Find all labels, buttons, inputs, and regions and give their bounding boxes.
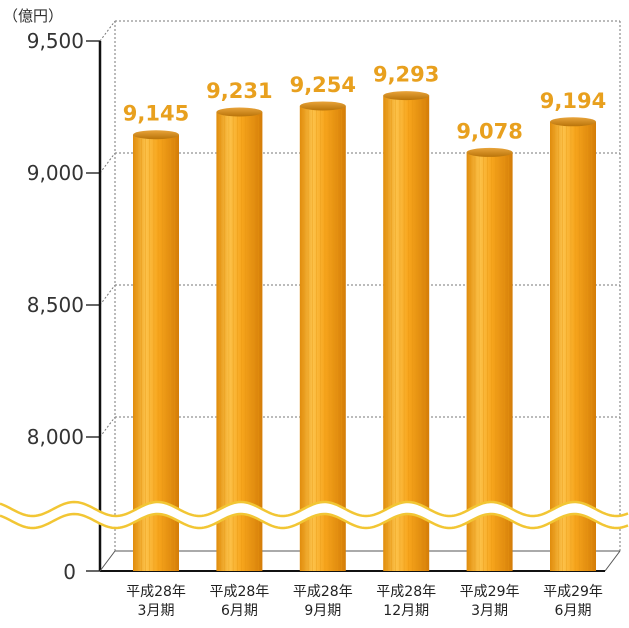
gridline-diagonal: [99, 20, 116, 42]
x-tick-label-period: 12月期: [383, 603, 429, 619]
y-unit-label: （億円）: [3, 7, 63, 25]
x-tick-label-year: 平成28年: [209, 584, 269, 600]
y-tick-label: 9,000: [27, 161, 84, 185]
bar: [550, 117, 596, 571]
axis-break-wave-bottom: [0, 512, 629, 530]
x-tick-label-period: 6月期: [221, 603, 258, 619]
y-tick-label-zero: 0: [63, 560, 76, 584]
bar-body: [133, 134, 179, 571]
value-label: 9,194: [540, 89, 606, 113]
y-tick-label: 9,500: [27, 29, 84, 53]
x-tick-label-period: 3月期: [471, 603, 508, 619]
x-tick-label-year: 平成29年: [543, 584, 603, 600]
bar-top: [216, 107, 263, 117]
bar-top: [299, 101, 346, 111]
bar: [133, 130, 179, 571]
x-tick-label-year: 平成29年: [460, 584, 520, 600]
value-label: 9,254: [290, 73, 356, 97]
gridline-diagonal: [99, 152, 116, 174]
axis-break: [0, 500, 629, 530]
x-tick-label-period: 9月期: [304, 603, 341, 619]
x-tick-label-period: 3月期: [138, 603, 175, 619]
bar: [216, 107, 263, 572]
grid-layer: [99, 20, 621, 572]
bar: [299, 101, 346, 571]
axis-break-wave-top: [0, 500, 629, 518]
bar-top: [550, 117, 596, 127]
gridline-diagonal: [99, 416, 116, 438]
gridline-diagonal: [99, 284, 116, 306]
value-label: 9,293: [373, 63, 439, 87]
axis-layer: 9,500 9,000 8,500 8,000 0: [27, 29, 605, 584]
labels-layer: 9,145 平成28年 3月期 9,231 平成28年 6月期 9,254 平成28年 9月期 9…: [123, 63, 606, 619]
bar-body: [383, 95, 430, 571]
bar-body: [299, 105, 346, 571]
value-label: 9,231: [206, 79, 272, 103]
y-tick-label: 8,500: [27, 293, 84, 317]
bar-top: [466, 147, 513, 157]
value-label: 9,078: [456, 119, 522, 143]
y-tick-label: 8,000: [27, 425, 84, 449]
x-tick-label-period: 6月期: [555, 603, 592, 619]
floor-right-edge: [604, 550, 621, 572]
bars-layer: [133, 91, 596, 572]
x-tick-label-year: 平成28年: [293, 584, 353, 600]
x-tick-label-year: 平成28年: [126, 584, 186, 600]
bar-body: [550, 121, 596, 571]
floor-left-edge: [99, 550, 116, 572]
value-label: 9,145: [123, 102, 189, 126]
bar: [383, 91, 430, 571]
bar-top: [383, 91, 430, 101]
x-tick-label-year: 平成28年: [376, 584, 436, 600]
bar-top: [133, 130, 179, 140]
bar-body: [216, 112, 263, 572]
